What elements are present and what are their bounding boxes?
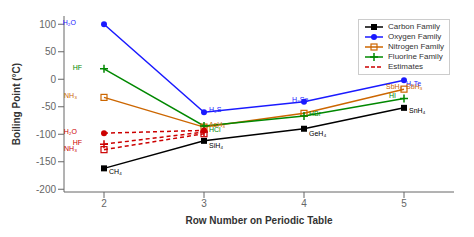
svg-text:H₂O: H₂O bbox=[63, 19, 77, 26]
svg-text:100: 100 bbox=[39, 19, 56, 30]
svg-text:3: 3 bbox=[201, 198, 207, 209]
svg-text:HI: HI bbox=[389, 92, 396, 99]
svg-text:HBr: HBr bbox=[309, 110, 322, 117]
svg-text:4: 4 bbox=[301, 198, 307, 209]
svg-text:50: 50 bbox=[45, 46, 57, 57]
svg-text:SnH₄: SnH₄ bbox=[409, 107, 426, 114]
svg-text:Boiling Point (°C): Boiling Point (°C) bbox=[11, 63, 22, 145]
html-text:Carbon Family: Carbon Family bbox=[388, 22, 440, 31]
svg-text:NH₃: NH₃ bbox=[64, 145, 77, 152]
html-text:Nitrogen Family: Nitrogen Family bbox=[388, 42, 444, 51]
svg-text:2: 2 bbox=[101, 198, 107, 209]
svg-text:H₂S: H₂S bbox=[209, 106, 222, 113]
svg-text:CH₄: CH₄ bbox=[109, 168, 122, 175]
svg-text:AsH₃: AsH₃ bbox=[209, 120, 226, 128]
svg-text:HF: HF bbox=[72, 139, 82, 146]
svg-text:-100: -100 bbox=[36, 129, 56, 140]
svg-text:H₂O: H₂O bbox=[64, 128, 78, 135]
svg-text:HF: HF bbox=[73, 64, 82, 71]
html-text:Oxygen Family: Oxygen Family bbox=[388, 32, 442, 41]
html-text:Estimates: Estimates bbox=[388, 62, 424, 71]
svg-text:Row Number on Periodic Table: Row Number on Periodic Table bbox=[185, 215, 332, 226]
svg-text:-50: -50 bbox=[42, 101, 57, 112]
svg-text:GeH₄: GeH₄ bbox=[309, 130, 326, 137]
svg-text:HCl: HCl bbox=[209, 126, 221, 133]
svg-text:SbH₃: SbH₃ bbox=[406, 83, 423, 90]
svg-text:SiH₄: SiH₄ bbox=[209, 142, 223, 149]
svg-text:-200: -200 bbox=[36, 184, 56, 195]
svg-text:NH₃: NH₃ bbox=[64, 92, 77, 99]
svg-text:-150: -150 bbox=[36, 156, 56, 167]
svg-text:SbH₃: SbH₃ bbox=[386, 83, 403, 90]
html-text:Fluorine Family: Fluorine Family bbox=[388, 52, 443, 61]
svg-text:H₂Se: H₂Se bbox=[292, 96, 308, 103]
svg-text:5: 5 bbox=[401, 198, 407, 209]
svg-text:0: 0 bbox=[50, 74, 56, 85]
